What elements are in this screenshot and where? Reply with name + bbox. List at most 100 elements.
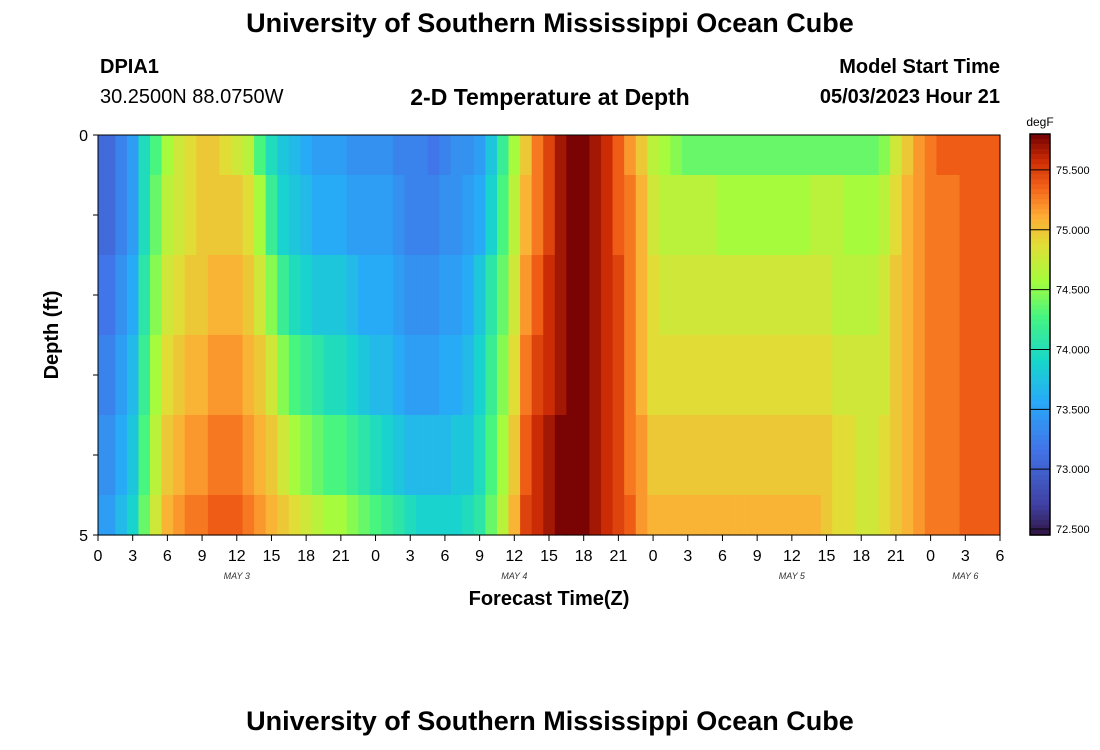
heatmap-cell xyxy=(681,495,695,536)
heatmap-cell xyxy=(843,175,857,256)
heatmap-cell xyxy=(219,415,232,496)
heatmap-cell xyxy=(635,335,648,416)
heatmap-cell xyxy=(98,335,105,416)
heatmap-cell xyxy=(416,255,429,336)
heatmap-cell xyxy=(658,175,672,256)
heatmap-cell xyxy=(797,175,810,256)
heatmap-cell xyxy=(924,175,937,256)
heatmap-cell xyxy=(635,495,648,536)
heatmap-cell xyxy=(230,335,244,416)
heatmap-cell xyxy=(936,175,949,256)
heatmap-cell xyxy=(369,175,382,256)
heatmap-cell xyxy=(219,135,232,176)
heatmap-cell xyxy=(311,255,325,336)
heatmap-cell xyxy=(103,335,116,416)
heatmap-cell xyxy=(624,335,637,416)
heatmap-cell xyxy=(843,495,857,536)
heatmap-cell xyxy=(196,255,209,336)
heatmap-cell xyxy=(566,415,579,496)
heatmap-cell xyxy=(520,495,533,536)
heatmap-cell xyxy=(959,175,972,256)
heatmap-cell xyxy=(982,495,995,536)
heatmap-cell xyxy=(890,415,903,496)
heatmap-cell xyxy=(184,335,197,416)
heatmap-cell xyxy=(496,135,510,176)
heatmap-cell xyxy=(670,415,683,496)
heatmap-cell xyxy=(601,175,614,256)
colorbar-segment xyxy=(1030,249,1050,255)
heatmap-cell xyxy=(589,255,602,336)
colorbar-segment xyxy=(1030,174,1050,180)
heatmap-cell xyxy=(496,335,510,416)
heatmap-cell xyxy=(196,335,209,416)
colorbar-segment xyxy=(1030,264,1050,270)
heatmap-cell xyxy=(601,335,614,416)
colorbar-segment xyxy=(1030,344,1050,351)
heatmap-cell xyxy=(358,335,371,416)
heatmap-cell xyxy=(589,415,602,496)
station-coordinates: 30.2500N 88.0750W xyxy=(100,86,284,108)
colorbar-segment xyxy=(1030,279,1050,285)
heatmap-cell xyxy=(566,495,579,536)
heatmap-cell xyxy=(751,255,764,336)
heatmap-cell xyxy=(173,135,186,176)
footer-title: University of Southern Mississippi Ocean… xyxy=(246,706,854,736)
heatmap-cell xyxy=(335,495,348,536)
heatmap-cell xyxy=(381,335,394,416)
heatmap-cell xyxy=(138,495,151,536)
colorbar-segment xyxy=(1030,184,1050,190)
heatmap-cell xyxy=(288,175,301,256)
colorbar-segment xyxy=(1030,214,1050,220)
heatmap-cell xyxy=(277,335,290,416)
heatmap-cell xyxy=(890,255,903,336)
heatmap-cell xyxy=(230,415,244,496)
heatmap-cell xyxy=(358,175,371,256)
heatmap-cell xyxy=(855,495,868,536)
colorbar-segment xyxy=(1030,404,1050,411)
heatmap-cell xyxy=(300,135,313,176)
heatmap-cell xyxy=(427,255,440,336)
heatmap-cell xyxy=(554,495,567,536)
heatmap-cell xyxy=(739,175,752,256)
heatmap-cell xyxy=(855,255,868,336)
heatmap-cell xyxy=(554,415,567,496)
heatmap-cell xyxy=(693,175,706,256)
heatmap-cell xyxy=(959,335,972,416)
heatmap-cell xyxy=(161,135,174,176)
heatmap-cell xyxy=(323,135,336,176)
colorbar-segment xyxy=(1030,354,1050,361)
heatmap-cell xyxy=(254,335,267,416)
heatmap-cell xyxy=(369,255,382,336)
heatmap-cell xyxy=(716,255,729,336)
heatmap-cell xyxy=(820,495,833,536)
x-tick-label: 6 xyxy=(718,548,727,565)
heatmap-cell xyxy=(277,135,290,176)
heatmap-cell xyxy=(601,415,614,496)
heatmap-cell xyxy=(98,135,105,176)
heatmap-cell xyxy=(878,255,891,336)
heatmap-cell xyxy=(751,335,764,416)
heatmap-cell xyxy=(392,255,406,336)
heatmap-cell xyxy=(739,495,752,536)
colorbar-segment xyxy=(1030,459,1050,466)
heatmap-cell xyxy=(612,415,625,496)
heatmap-cell xyxy=(728,415,741,496)
heatmap-cell xyxy=(311,495,325,536)
colorbar-segment xyxy=(1030,294,1050,301)
colorbar-tick-label: 74.500 xyxy=(1056,285,1090,297)
heatmap-cell xyxy=(230,495,244,536)
colorbar-tick-label: 75.500 xyxy=(1056,165,1090,177)
heatmap-cell xyxy=(288,135,301,176)
heatmap-cell xyxy=(936,335,949,416)
colorbar-segment xyxy=(1030,384,1050,391)
colorbar-segment xyxy=(1030,504,1050,511)
heatmap-cell xyxy=(369,135,382,176)
heatmap-cell xyxy=(184,255,197,336)
heatmap-cell xyxy=(323,175,336,256)
heatmap-cell xyxy=(207,495,221,536)
heatmap-cell xyxy=(462,255,475,336)
day-label: MAY 6 xyxy=(952,571,978,581)
colorbar-segment xyxy=(1030,434,1050,441)
heatmap-cell xyxy=(115,255,128,336)
heatmap-cell xyxy=(392,495,406,536)
